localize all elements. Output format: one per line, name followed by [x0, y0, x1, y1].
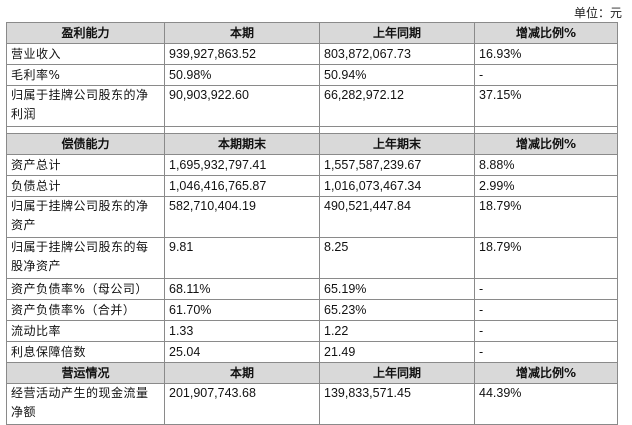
row-label: 流动比率	[6, 320, 165, 342]
change-percent: -	[474, 64, 618, 86]
current-value: 90,903,922.60	[164, 85, 320, 127]
current-value: 1,046,416,765.87	[164, 175, 320, 197]
row-label: 归属于挂牌公司股东的每股净资产	[6, 237, 165, 279]
previous-value: 1,016,073,467.34	[319, 175, 475, 197]
column-header-change: 增减比例%	[474, 133, 618, 155]
current-value: 939,927,863.52	[164, 43, 320, 65]
column-header-change: 增减比例%	[474, 362, 618, 384]
column-header-current: 本期期末	[164, 133, 320, 155]
financial-summary-table: 盈利能力 本期 上年同期 增减比例% 营业收入 939,927,863.52 803,872…	[6, 22, 618, 425]
table-row: 资产负债率%（母公司） 68.11% 65.19% -	[6, 278, 618, 300]
row-label: 资产负债率%（母公司）	[6, 278, 165, 300]
current-value: 1.33	[164, 320, 320, 342]
section-header-label: 营运情况	[6, 362, 165, 384]
row-label: 归属于挂牌公司股东的净利润	[6, 85, 165, 127]
table-row: 经营活动产生的现金流量净额 201,907,743.68 139,833,571.4…	[6, 383, 618, 425]
row-label: 负债总计	[6, 175, 165, 197]
section-header-label: 偿债能力	[6, 133, 165, 155]
change-percent: 18.79%	[474, 237, 618, 279]
current-value: 1,695,932,797.41	[164, 154, 320, 176]
column-header-change: 增减比例%	[474, 22, 618, 44]
section-header-row: 盈利能力 本期 上年同期 增减比例%	[6, 22, 618, 44]
previous-value: 8.25	[319, 237, 475, 279]
row-label: 经营活动产生的现金流量净额	[6, 383, 165, 425]
previous-value: 1.22	[319, 320, 475, 342]
previous-value: 490,521,447.84	[319, 196, 475, 238]
change-percent: -	[474, 278, 618, 300]
change-percent: 44.39%	[474, 383, 618, 425]
unit-label: 单位：元	[573, 6, 622, 20]
column-header-previous: 上年期末	[319, 133, 475, 155]
change-percent: 8.88%	[474, 154, 618, 176]
change-percent: 2.99%	[474, 175, 618, 197]
change-percent: -	[474, 299, 618, 321]
previous-value: 803,872,067.73	[319, 43, 475, 65]
change-percent: 37.15%	[474, 85, 618, 127]
previous-value: 66,282,972.12	[319, 85, 475, 127]
column-header-previous: 上年同期	[319, 362, 475, 384]
change-percent: 18.79%	[474, 196, 618, 238]
table-row: 资产负债率%（合并） 61.70% 65.23% -	[6, 299, 618, 321]
table-row: 营业收入 939,927,863.52 803,872,067.73 16.93%	[6, 43, 618, 65]
row-label: 毛利率%	[6, 64, 165, 86]
table-row: 负债总计 1,046,416,765.87 1,016,073,467.34 2.99…	[6, 175, 618, 197]
current-value: 201,907,743.68	[164, 383, 320, 425]
section-header-row: 营运情况 本期 上年同期 增减比例%	[6, 362, 618, 384]
section-header-label: 盈利能力	[6, 22, 165, 44]
previous-value: 21.49	[319, 341, 475, 363]
table-row: 利息保障倍数 25.04 21.49-	[6, 341, 618, 363]
section-spacer	[6, 126, 618, 134]
current-value: 582,710,404.19	[164, 196, 320, 238]
column-header-current: 本期	[164, 362, 320, 384]
change-percent: -	[474, 320, 618, 342]
current-value: 25.04	[164, 341, 320, 363]
table-row: 归属于挂牌公司股东的净利润 90,903,922.60 66,282,972.12 3…	[6, 85, 618, 127]
previous-value: 139,833,571.45	[319, 383, 475, 425]
current-value: 61.70%	[164, 299, 320, 321]
column-header-previous: 上年同期	[319, 22, 475, 44]
row-label: 营业收入	[6, 43, 165, 65]
table-row: 毛利率% 50.98% 50.94% -	[6, 64, 618, 86]
row-label: 利息保障倍数	[6, 341, 165, 363]
row-label: 资产总计	[6, 154, 165, 176]
table-row: 归属于挂牌公司股东的每股净资产 9.81 8.25 18.79%	[6, 237, 618, 279]
current-value: 50.98%	[164, 64, 320, 86]
previous-value: 1,557,587,239.67	[319, 154, 475, 176]
previous-value: 65.23%	[319, 299, 475, 321]
current-value: 9.81	[164, 237, 320, 279]
change-percent: -	[474, 341, 618, 363]
change-percent: 16.93%	[474, 43, 618, 65]
column-header-current: 本期	[164, 22, 320, 44]
table-row: 归属于挂牌公司股东的净资产 582,710,404.19 490,521,447.8…	[6, 196, 618, 238]
table-row: 资产总计 1,695,932,797.41 1,557,587,239.67 8.88…	[6, 154, 618, 176]
section-header-row: 偿债能力 本期期末 上年期末 增减比例%	[6, 133, 618, 155]
previous-value: 65.19%	[319, 278, 475, 300]
previous-value: 50.94%	[319, 64, 475, 86]
row-label: 归属于挂牌公司股东的净资产	[6, 196, 165, 238]
current-value: 68.11%	[164, 278, 320, 300]
row-label: 资产负债率%（合并）	[6, 299, 165, 321]
table-row: 流动比率 1.33 1.22-	[6, 320, 618, 342]
